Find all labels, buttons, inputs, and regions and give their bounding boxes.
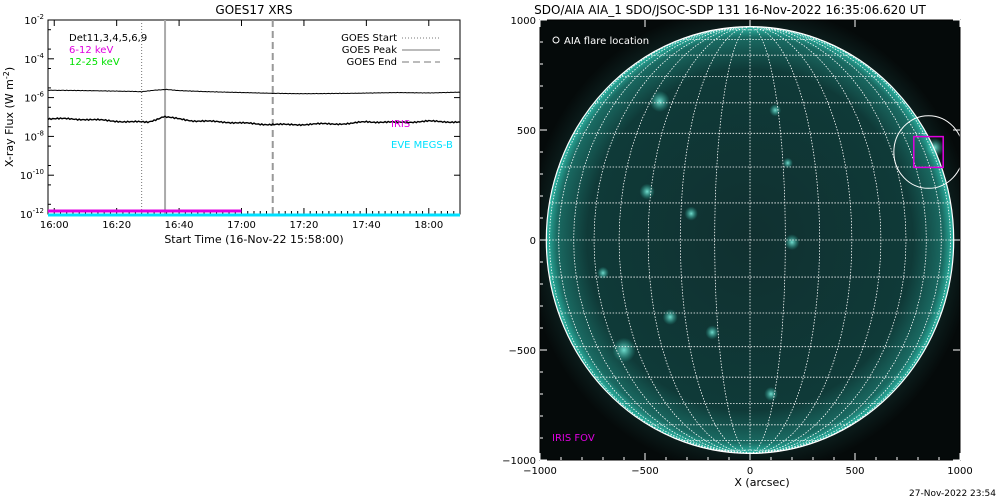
longitude-grid-line — [749, 26, 882, 454]
goes-x-tick-label: 18:00 — [414, 220, 443, 231]
goes-x-tick-label: 17:00 — [227, 220, 256, 231]
goes-x-tick-label: 17:20 — [290, 220, 319, 231]
active-region-glow — [649, 90, 670, 112]
aia-y-tick-label: 500 — [517, 126, 536, 137]
active-region-glow — [684, 206, 698, 221]
iris-fov-box — [913, 135, 944, 169]
longitude-grid-line — [573, 26, 751, 454]
legend-label-peak: GOES Peak — [342, 45, 397, 56]
flare-location-legend-marker — [552, 36, 560, 44]
goes-y-tick-label: 10-4 — [24, 52, 44, 66]
aia-y-tick-label: 0 — [530, 236, 536, 247]
goes-xrs-chart: GOES17 XRS 16:00 16:20 16:40 17:00 17:20 17:4… — [2, 3, 461, 246]
goes-y-axis-label: X-ray Flux (W m-2) — [2, 67, 16, 167]
longitude-grid-line — [749, 26, 942, 454]
goes-y-tick-label: 10-8 — [24, 129, 44, 143]
goes-band-12-25: 12-25 keV — [69, 57, 120, 68]
goes-band-6-12: 6-12 keV — [69, 45, 113, 56]
aia-y-tick-label: −1000 — [502, 456, 536, 467]
iris-fov-label: IRIS FOV — [552, 433, 595, 444]
aia-x-tick-label: −500 — [631, 466, 658, 477]
goes-iris-label: IRIS — [391, 119, 410, 130]
active-region-glow — [769, 104, 782, 117]
goes-x-tick-label: 16:40 — [165, 220, 194, 231]
goes-detectors-label: Det11,3,4,5,6,9 — [69, 33, 147, 44]
aia-x-tick-label: 500 — [845, 466, 864, 477]
active-region-glow — [782, 157, 793, 169]
longitude-grid-line — [749, 26, 853, 454]
active-region-glow — [705, 325, 719, 340]
aia-image-chart: SDO/AIA AIA_1 SDO/JSOC-SDP 131 16-Nov-20… — [502, 3, 996, 499]
active-region-glow — [662, 309, 678, 325]
longitude-grid-line — [679, 26, 751, 454]
goes-flux-long-line — [47, 88, 461, 95]
flare-location-legend: AIA flare location — [564, 36, 649, 47]
active-region-glow — [925, 137, 945, 158]
goes-legend: GOES Start GOES Peak GOES End — [341, 33, 440, 68]
longitude-grid-line — [647, 26, 751, 454]
goes-title: GOES17 XRS — [215, 3, 292, 17]
goes-y-label-exp: -2 — [2, 71, 11, 79]
goes-y-tick-label: 10-6 — [24, 91, 44, 105]
longitude-grid-line — [618, 26, 751, 454]
aia-y-tick-label: −500 — [509, 346, 536, 357]
active-region-glow — [612, 337, 636, 363]
longitude-grid-line — [749, 26, 907, 454]
goes-y-label-main: X-ray Flux (W m — [3, 79, 16, 167]
legend-label-start: GOES Start — [341, 33, 397, 44]
active-region-glow — [597, 266, 609, 280]
aia-y-tick-label: 1000 — [511, 16, 536, 27]
goes-x-tick-label: 16:00 — [40, 220, 69, 231]
aia-title: SDO/AIA AIA_1 SDO/JSOC-SDP 131 16-Nov-20… — [534, 3, 926, 17]
active-region-glow — [784, 234, 800, 251]
render-timestamp: 27-Nov-2022 23:54 — [909, 489, 996, 499]
aia-x-tick-label: 0 — [747, 466, 753, 477]
longitude-grid-line — [749, 26, 952, 454]
active-region-glow — [639, 183, 655, 200]
flare-location-circle — [893, 115, 960, 189]
goes-x-tick-label: 17:40 — [352, 220, 381, 231]
goes-flux-short-line — [47, 115, 461, 127]
longitude-grid-line — [749, 26, 821, 454]
active-region-glow — [764, 386, 778, 402]
goes-y-tick-label: 10-10 — [20, 168, 44, 182]
goes-y-tick-label: 10-2 — [24, 13, 44, 27]
legend-label-end: GOES End — [347, 57, 397, 68]
aia-x-axis-label: X (arcsec) — [734, 476, 789, 489]
aia-x-tick-label: 1000 — [947, 466, 972, 477]
goes-x-axis-label: Start Time (16-Nov-22 15:58:00) — [164, 233, 343, 246]
goes-x-tick-label: 16:20 — [102, 220, 131, 231]
longitude-grid-line — [548, 26, 751, 454]
longitude-grid-line — [593, 26, 751, 454]
aia-x-tick-label: −1000 — [523, 466, 557, 477]
longitude-grid-line — [558, 26, 751, 454]
goes-eve-label: EVE MEGS-B — [391, 140, 453, 151]
goes-y-label-close: ) — [3, 67, 16, 71]
longitude-grid-line — [749, 26, 927, 454]
goes-y-tick-label: 10-12 — [20, 207, 44, 221]
